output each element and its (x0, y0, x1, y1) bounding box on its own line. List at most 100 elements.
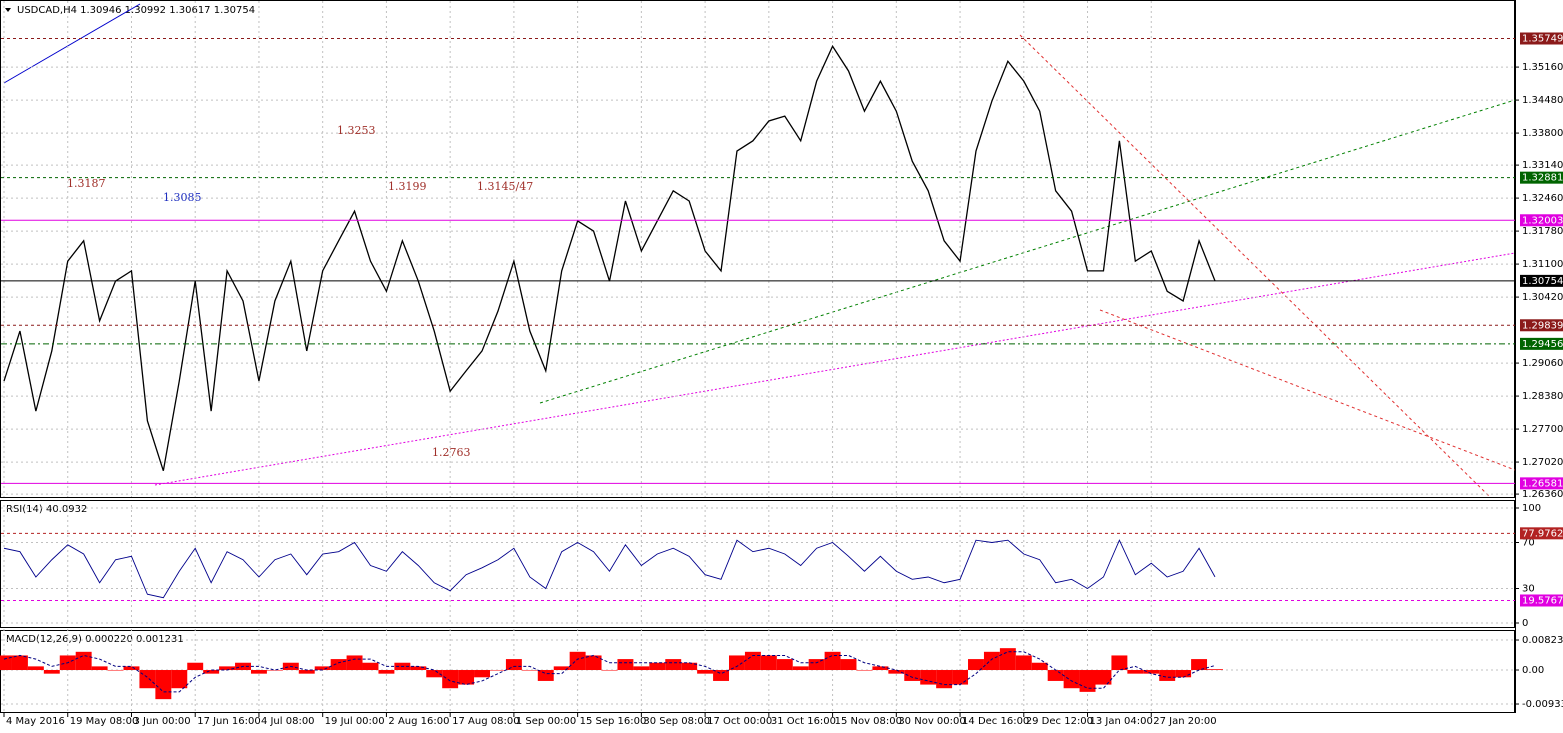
macd-bar (824, 651, 841, 671)
macd-bar (952, 670, 969, 685)
macd-bar (1207, 669, 1223, 671)
annotation: 1.3085 (163, 191, 202, 204)
macd-bar (1047, 670, 1064, 681)
macd-bar (1079, 670, 1096, 692)
macd-bar (123, 666, 140, 671)
macd-bar (91, 666, 108, 671)
level-label: 1.32003 (1522, 215, 1563, 226)
y-tick-label: -0.009338 (1522, 699, 1563, 710)
y-tick-label: 0.00 (1522, 665, 1544, 676)
x-tick-label: 17 Aug 08:00 (452, 716, 519, 727)
macd-bar (649, 662, 666, 671)
y-tick-label: 100 (1522, 503, 1541, 514)
x-tick-label: 19 May 08:00 (70, 716, 139, 727)
y-tick-label: 1.33140 (1522, 160, 1563, 171)
macd-bar (1191, 659, 1208, 671)
macd-bar (1159, 670, 1176, 681)
signal-line (3, 651, 1216, 693)
macd-bar (346, 655, 363, 671)
macd-bar (792, 666, 809, 671)
macd-bar (601, 670, 618, 671)
macd-bar (250, 670, 267, 674)
macd-bar (75, 651, 92, 671)
x-tick-label: 3 Jun 00:00 (133, 716, 190, 727)
rsi-title: RSI(14) 40.0932 (6, 504, 87, 515)
y-tick-label: 1.31780 (1522, 226, 1563, 237)
y-tick-label: 1.28380 (1522, 391, 1563, 402)
macd-bar (665, 659, 682, 671)
macd-bar (744, 651, 761, 671)
macd-bar (521, 670, 538, 671)
macd-bar (474, 670, 490, 678)
macd-bar (681, 662, 698, 671)
macd-bar (1127, 670, 1144, 674)
level-label-box (1520, 274, 1563, 287)
macd-bar (362, 662, 379, 671)
macd-bar (314, 666, 331, 671)
annotation: 1.2763 (432, 446, 471, 459)
macd-bar (713, 670, 730, 681)
level-label: 1.32881 (1522, 173, 1563, 184)
x-tick-label: 30 Sep 08:00 (643, 716, 710, 727)
y-tick-label: 1.29060 (1522, 358, 1563, 369)
level-label-box (1520, 32, 1563, 45)
level-label: 1.35749 (1522, 34, 1563, 45)
level-label: 77.9762 (1522, 528, 1563, 539)
macd-bar (936, 670, 953, 689)
y-tick-label: 1.35160 (1522, 62, 1563, 73)
macd-bar (776, 659, 793, 671)
macd-bar (378, 670, 395, 674)
macd-bar (489, 670, 506, 671)
level-label: 1.29839 (1522, 320, 1563, 331)
x-tick-label: 15 Nov 08:00 (835, 716, 902, 727)
chart-title: USDCAD,H4 1.30946 1.30992 1.30617 1.3075… (17, 5, 255, 16)
y-tick-label: 1.27700 (1522, 424, 1563, 435)
main-pane-frame (0, 0, 1515, 498)
macd-bar (1031, 662, 1048, 671)
macd-bar (0, 655, 12, 671)
macd-bar (537, 670, 554, 681)
macd-bar (298, 670, 315, 674)
trend-line (539, 99, 1516, 404)
x-tick-label: 19 Jul 00:00 (325, 716, 385, 727)
level-label: 19.5767 (1522, 595, 1563, 606)
x-tick-label: 4 May 2016 (6, 716, 65, 727)
macd-bar (27, 666, 44, 671)
x-tick-label: 17 Oct 00:00 (707, 716, 772, 727)
annotation: 1.3253 (337, 124, 376, 137)
macd-bar (1015, 655, 1032, 671)
macd-bar (266, 670, 283, 671)
macd-bar (808, 659, 825, 671)
macd-bar (760, 655, 777, 671)
rsi-pane-frame (0, 500, 1515, 628)
macd-bar (617, 659, 634, 671)
macd-bar (139, 670, 156, 689)
x-tick-label: 31 Oct 16:00 (771, 716, 836, 727)
macd-bar (11, 655, 28, 671)
macd-bar (697, 670, 714, 674)
y-tick-label: 1.26360 (1522, 489, 1563, 500)
macd-bar (410, 666, 427, 671)
level-label: 1.29456 (1522, 339, 1563, 350)
macd-bar (888, 670, 905, 674)
macd-bar (171, 670, 188, 689)
level-label-box (1520, 337, 1563, 350)
menu-triangle (5, 8, 11, 12)
macd-bar (155, 670, 172, 700)
macd-bar (872, 666, 889, 671)
x-tick-label: 15 Sep 16:00 (580, 716, 647, 727)
macd-bar (729, 655, 745, 671)
y-tick-label: 0.008238 (1522, 635, 1563, 646)
y-tick-label: 30 (1522, 584, 1535, 595)
y-tick-label: 1.33800 (1522, 128, 1563, 139)
x-tick-label: 17 Jun 16:00 (197, 716, 261, 727)
y-tick-label: 1.27020 (1522, 457, 1563, 468)
x-tick-label: 14 Dec 16:00 (962, 716, 1029, 727)
macd-bar (999, 648, 1016, 671)
level-label-box (1520, 171, 1563, 184)
macd-bar (904, 670, 921, 681)
trend-line (154, 252, 1516, 486)
annotation: 1.3199 (388, 180, 427, 193)
